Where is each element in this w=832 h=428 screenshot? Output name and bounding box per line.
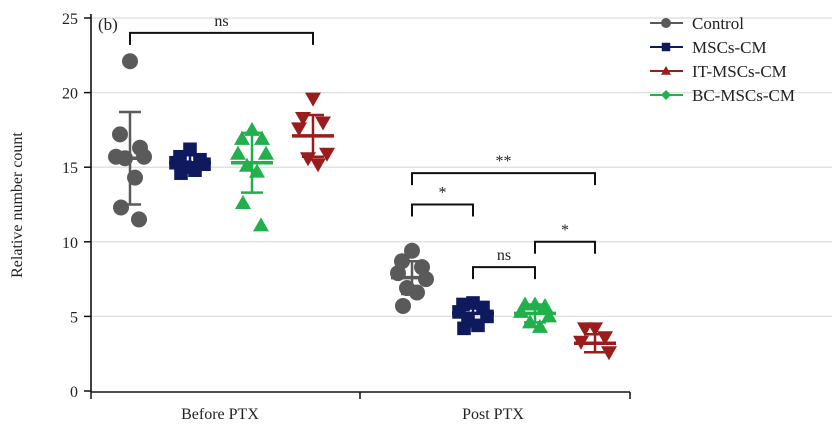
data-point	[457, 321, 471, 336]
gridlines	[91, 17, 832, 318]
x-tick-label-post: Post PTX	[462, 406, 524, 423]
data-point	[395, 297, 411, 314]
y-tick-label: 25	[62, 11, 78, 28]
y-axis-label: Relative number count	[9, 132, 26, 278]
y-tick-label: 0	[70, 384, 78, 401]
data-point	[253, 217, 269, 232]
data-point	[315, 116, 331, 131]
bracket	[472, 266, 536, 280]
y-tick-label: 10	[62, 235, 78, 252]
data-point	[661, 18, 671, 28]
legend-label: IT-MSCs-CM	[692, 62, 787, 81]
axes: Relative number count (b) Before PTX Pos…	[9, 14, 630, 423]
data-point	[174, 166, 188, 180]
x-tick-label-before: Before PTX	[181, 406, 259, 423]
y-tick-label: 15	[62, 160, 78, 177]
data-marks	[108, 53, 617, 361]
bracket	[129, 31, 314, 45]
legend: Control MSCs-CM IT-MSCs-CM BC-MSCs-CM	[650, 14, 795, 105]
significance-brackets: ns****ns	[129, 13, 596, 280]
data-point	[254, 130, 270, 145]
data-point	[131, 211, 147, 228]
data-point	[305, 92, 321, 107]
significance-label: *	[439, 185, 447, 202]
data-point	[122, 53, 138, 70]
significance-label: ns	[497, 247, 511, 264]
y-ticks: 0 5 10 15 20 25	[62, 11, 631, 401]
y-tick-label: 20	[62, 86, 78, 103]
data-point	[258, 145, 274, 160]
data-point	[661, 90, 671, 100]
data-point	[532, 318, 548, 333]
y-tick-label: 5	[70, 309, 78, 326]
legend-label: Control	[692, 14, 744, 33]
data-point	[541, 308, 557, 323]
significance-label: *	[561, 222, 569, 239]
bracket	[534, 240, 596, 254]
data-point	[234, 130, 250, 145]
data-point	[577, 322, 593, 337]
data-point	[291, 122, 307, 137]
legend-label: BC-MSCs-CM	[692, 86, 795, 105]
bracket	[411, 172, 596, 186]
bracket	[411, 203, 474, 217]
data-point	[310, 158, 326, 173]
data-point	[661, 66, 671, 75]
data-point	[319, 147, 335, 162]
significance-label: ns	[214, 13, 228, 30]
data-point	[601, 346, 617, 361]
data-point	[112, 126, 128, 143]
legend-label: MSCs-CM	[692, 38, 767, 57]
panel-label: (b)	[98, 15, 118, 34]
data-point	[230, 145, 246, 160]
data-point	[235, 195, 251, 210]
data-point	[113, 199, 129, 216]
significance-label: **	[496, 153, 512, 170]
data-point	[404, 242, 420, 259]
data-point	[661, 42, 671, 52]
